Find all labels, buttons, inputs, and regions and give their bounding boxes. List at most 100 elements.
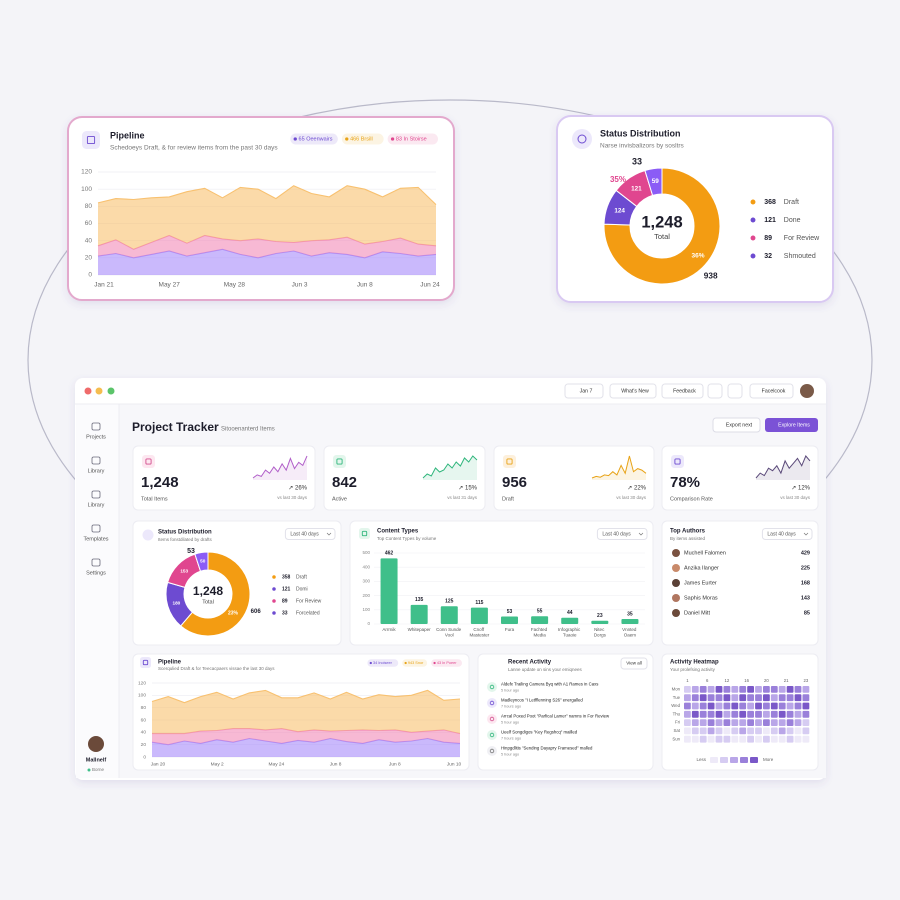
author-avatar [672, 564, 680, 572]
column-label: 16 [744, 678, 749, 683]
card-title: Status Distribution [600, 128, 681, 138]
dropdown [761, 528, 813, 540]
author-value: 168 [801, 580, 810, 586]
heatmap-cell [691, 735, 699, 743]
card-icon [359, 528, 370, 539]
bar-value-label: 55 [537, 609, 543, 615]
donut-slice [644, 167, 663, 197]
author-name: Daniel Mitt [684, 610, 710, 616]
heatmap-cell [786, 719, 794, 726]
heatmap-cell [763, 727, 770, 735]
sidebar-icon [91, 490, 101, 499]
activity-time: 5 hour ago [501, 689, 519, 693]
heatmap-cell [715, 719, 723, 726]
donut-annotation: 35% [610, 175, 626, 184]
chevron [326, 532, 332, 536]
toolbar-label: Facelcook [762, 388, 786, 394]
heatmap-cell [747, 710, 754, 718]
legend-dot [750, 199, 756, 205]
heatmap-cell [786, 727, 794, 735]
legend-value: 89 [282, 598, 288, 604]
y-tick-label: 60 [85, 220, 93, 227]
sparkline-area [592, 456, 646, 480]
heatmap-cell [802, 719, 810, 726]
x-tick-label: May 2 [211, 761, 224, 767]
kpi-period: vs last 30 days [616, 495, 647, 500]
y-tick-label: 40 [141, 730, 147, 736]
y-tick-label: 0 [367, 621, 370, 626]
sidebar [76, 404, 119, 778]
kpi-icon [671, 455, 684, 468]
heatmap-cell [739, 710, 747, 718]
heatmap-cell [691, 686, 699, 693]
y-tick-label: 100 [138, 693, 146, 699]
bar-value-label: 115 [475, 600, 483, 606]
x-tick-label-line: Nitec [594, 627, 606, 632]
x-tick-label: Whitepaper [408, 627, 432, 632]
card-icon [140, 657, 151, 668]
kpi-period: vs last 30 days [780, 495, 811, 500]
heatmap-cell [794, 727, 802, 735]
heatmap-cell [699, 710, 707, 718]
kpi-change: ↗ 15% [458, 486, 477, 492]
heatmap-cell [691, 719, 699, 726]
activity-time: 7 hours ago [501, 705, 521, 709]
heatmap-cell [739, 702, 747, 710]
kpi-icon [333, 455, 346, 468]
heatmap-cell [770, 710, 778, 718]
donut-annotation: 36% [691, 253, 704, 260]
card-icon-glyph [361, 530, 368, 537]
sidebar-icon [91, 422, 101, 431]
legend-chip [341, 133, 384, 145]
activity-time: 5 hour ago [501, 721, 519, 725]
toolbar-icon [707, 383, 723, 399]
author-name: Saphis Moras [684, 595, 718, 601]
card-icon-glyph [142, 659, 149, 666]
bar [470, 607, 488, 624]
legend-value: 121 [282, 586, 291, 592]
donut-total: 1,248 [193, 584, 224, 598]
activity-text: Hinpgdlitis "Sending Dayapry Framesed" m… [501, 746, 593, 751]
heatmap-cell [699, 719, 707, 726]
card-icon [82, 131, 100, 149]
activity-text: Ueelf Songdigos "Key Regshcq" mailled [501, 730, 578, 735]
legend-swatch [730, 757, 738, 763]
explore-button [765, 418, 818, 432]
legend-dot [404, 661, 407, 665]
x-tick-label-line: Tuaoie [563, 633, 577, 638]
author-value: 429 [801, 550, 810, 556]
legend-dot [750, 253, 756, 259]
slice-label: 153 [180, 568, 188, 573]
heatmap-cell [794, 686, 802, 693]
slice-label: 124 [614, 207, 625, 214]
area [152, 738, 460, 757]
y-tick-label: 100 [362, 607, 370, 612]
heatmap-cell [684, 727, 691, 735]
card-title: Content Types [377, 529, 419, 535]
x-tick-label-line: Fachted [531, 627, 549, 632]
heatmap-cell [747, 735, 754, 743]
author-avatar [672, 594, 680, 602]
y-tick-label: 80 [141, 705, 147, 711]
heatmap-cell [707, 719, 715, 726]
y-tick-label: 20 [141, 742, 147, 748]
slice-label: 606 [251, 609, 262, 615]
x-tick-label-line: Cnoff [473, 627, 485, 632]
slice-label: 121 [631, 186, 642, 193]
kpi-icon [503, 455, 516, 468]
heatmap-cell [731, 686, 739, 693]
bar [501, 616, 518, 624]
heatmap-cell [747, 702, 754, 710]
legend-chip [402, 659, 428, 667]
heatmap-cell [778, 702, 786, 710]
bar-value-label: 125 [445, 599, 454, 605]
row-label: Fri [675, 720, 680, 725]
button-label: Export next [726, 422, 753, 428]
heatmap-cell [739, 694, 747, 702]
legend-dot [750, 217, 756, 223]
x-tick-label: Jun 8 [330, 761, 342, 767]
column-label: 6 [706, 678, 709, 683]
heatmap-cell [763, 686, 770, 693]
y-tick-label: 400 [362, 564, 370, 569]
